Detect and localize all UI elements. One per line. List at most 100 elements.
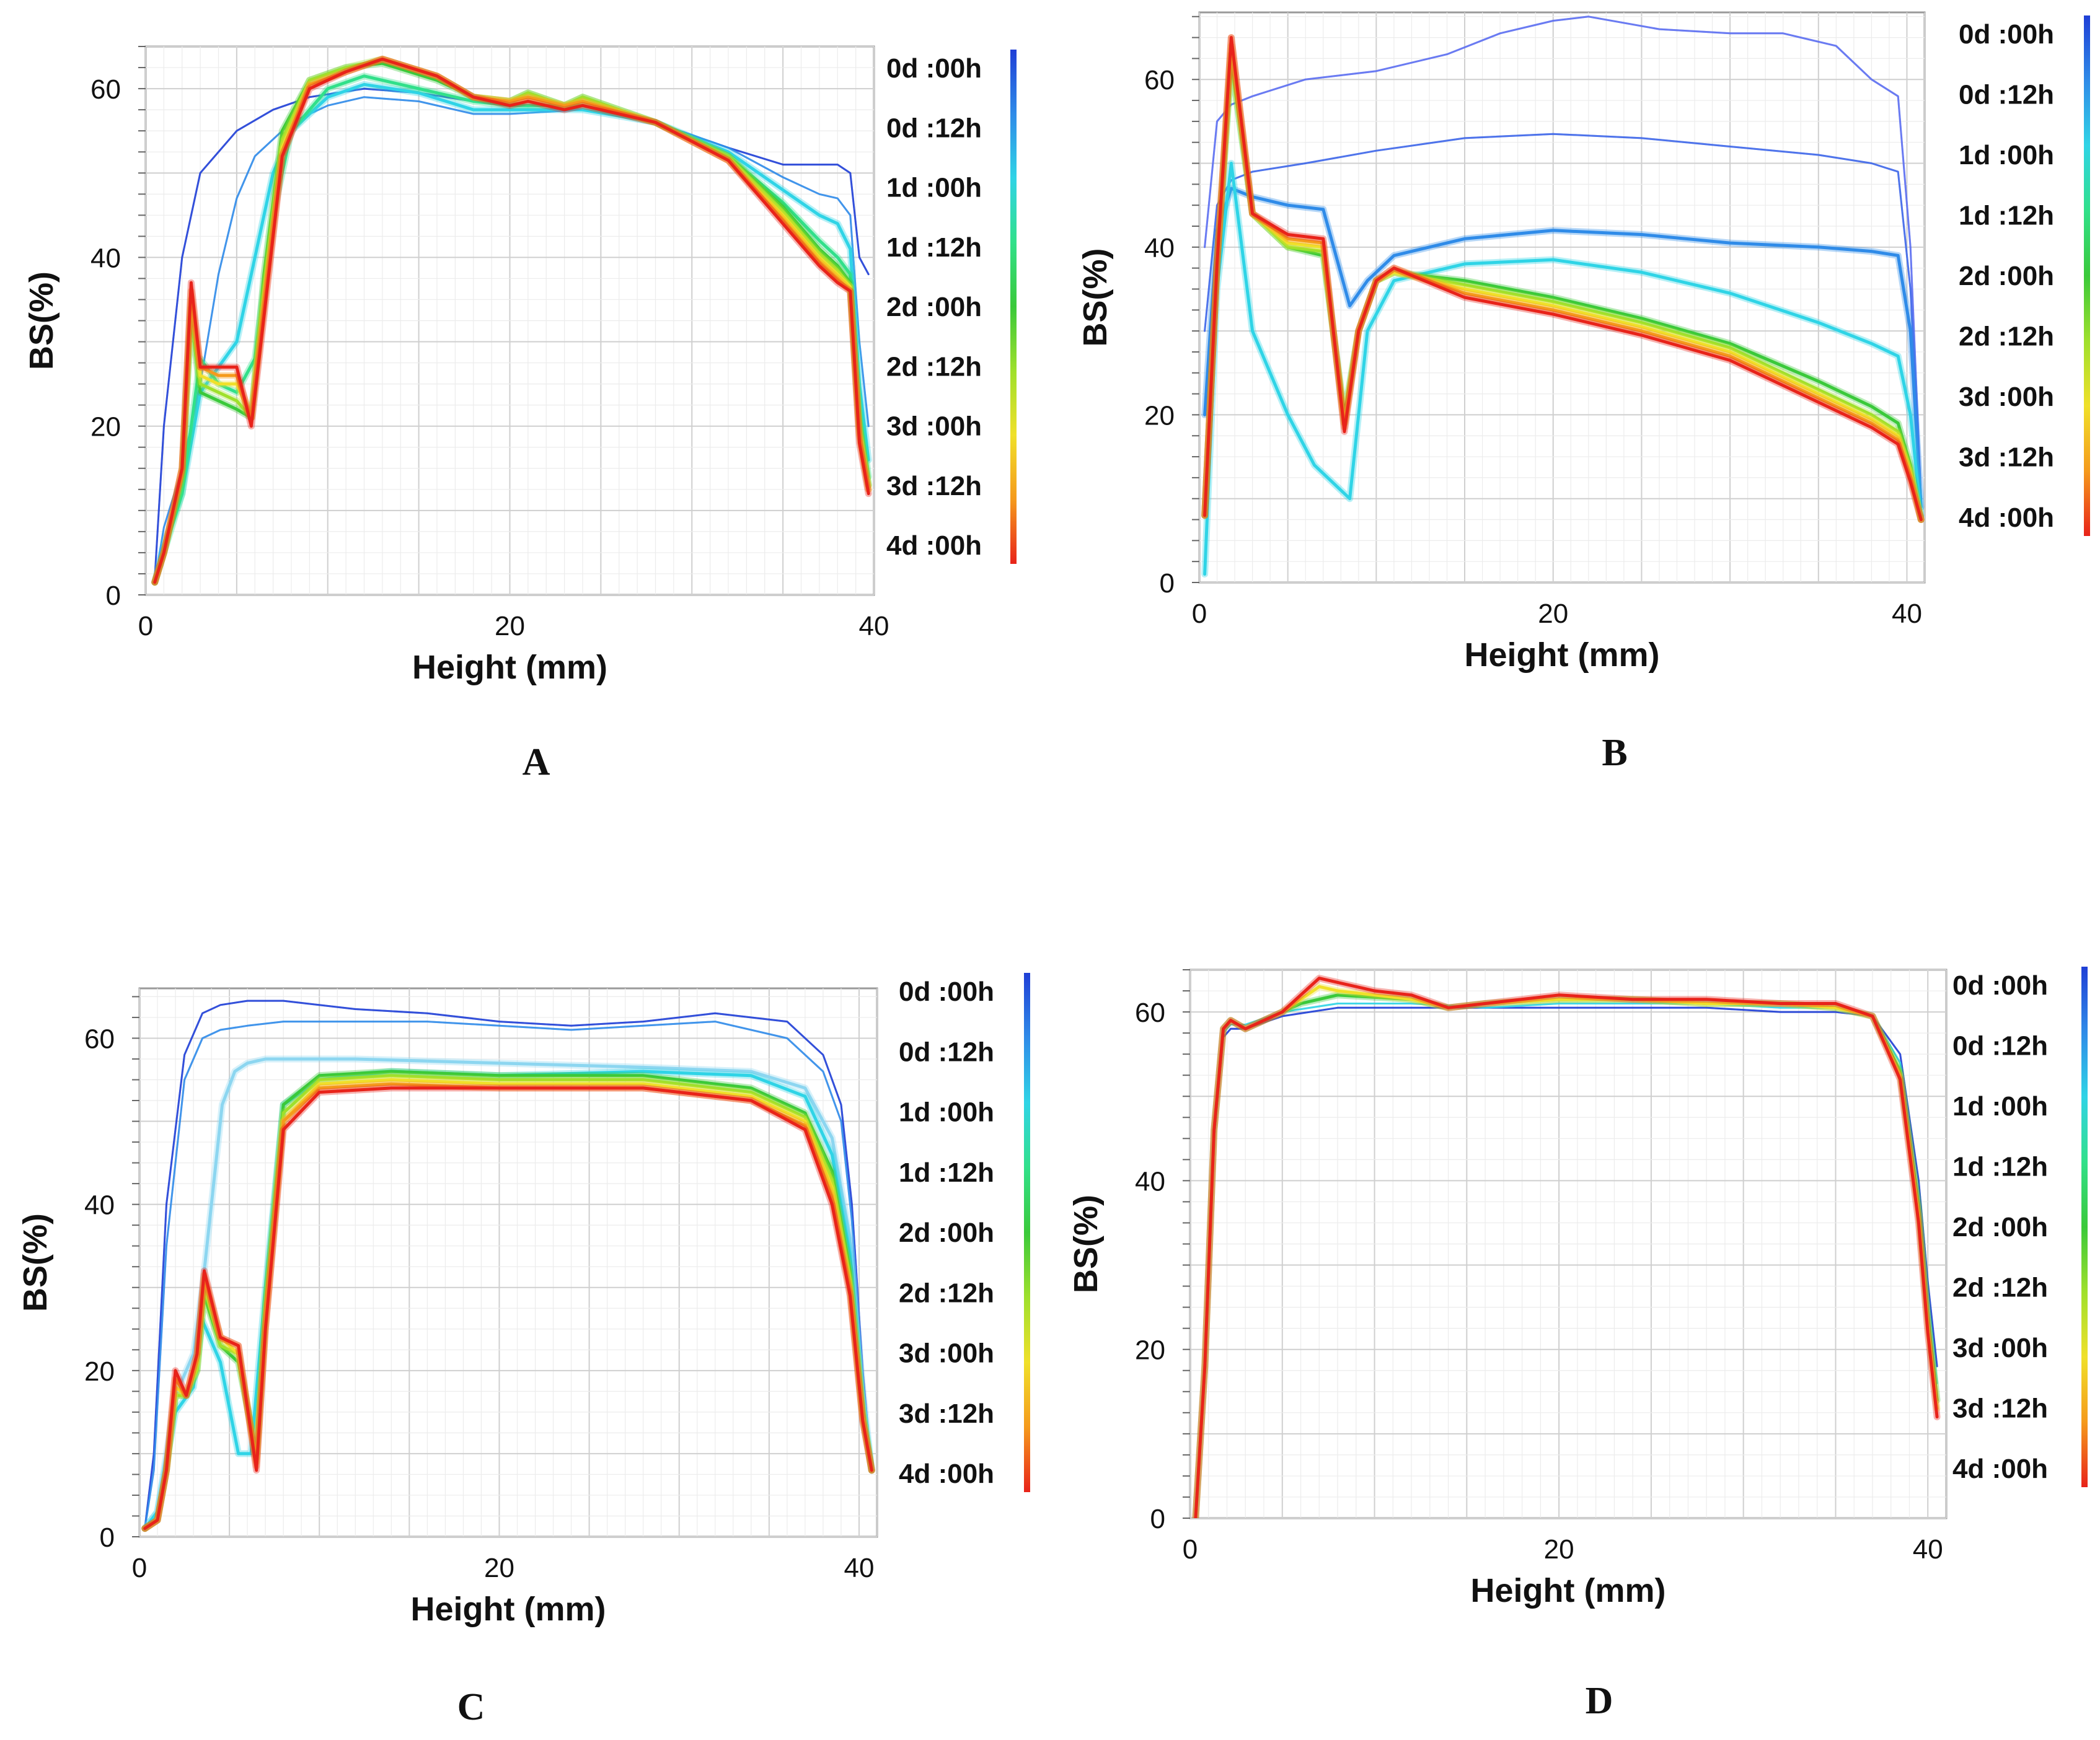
series-line-0d12h bbox=[154, 96, 870, 584]
series-line-0d00h bbox=[144, 1000, 873, 1530]
panel-c: 0 20 40 60 0 20 40 Height (mm) BS(%) 0d :00h 0d :1… bbox=[17, 973, 1030, 1728]
series-group bbox=[141, 1000, 875, 1532]
x-tick-label: 0 bbox=[1192, 599, 1207, 629]
series-line-4d00h bbox=[143, 1086, 873, 1531]
time-legend: 0d :00h 0d :12h 1d :00h 1d :12h 2d :00h 2d :1… bbox=[1959, 15, 2090, 536]
grid bbox=[145, 46, 875, 595]
panel-label: D bbox=[1586, 1680, 1613, 1722]
legend-entry: 2d :12h bbox=[899, 1278, 994, 1308]
legend-entry: 2d :12h bbox=[1959, 322, 2054, 352]
y-tick-label: 0 bbox=[106, 581, 121, 611]
panel-d: 0 20 40 60 0 20 40 Height (mm) BS(%) 0d :00h 0d :1… bbox=[1067, 967, 2088, 1722]
series-line-4d00h bbox=[1194, 977, 1939, 1518]
grid bbox=[1189, 969, 1947, 1519]
legend-entry: 0d :12h bbox=[899, 1037, 994, 1067]
legend-entry: 1d :00h bbox=[886, 173, 982, 203]
series-line-1d12h bbox=[153, 74, 870, 584]
series-line-1d00h bbox=[143, 1057, 873, 1531]
series-line-4d00h bbox=[1203, 36, 1923, 521]
legend-entry: 0d :00h bbox=[899, 977, 994, 1007]
legend-entry: 2d :00h bbox=[1959, 261, 2054, 291]
series-line-0d12h bbox=[144, 1021, 873, 1530]
panel-label: A bbox=[523, 741, 550, 783]
x-axis-label: Height (mm) bbox=[1465, 636, 1660, 674]
legend-entry: 2d :00h bbox=[886, 292, 982, 322]
series-line-1d12h bbox=[1203, 162, 1923, 576]
x-tick-label: 0 bbox=[138, 611, 153, 641]
legend-entry: 3d :12h bbox=[886, 471, 982, 501]
x-axis-label: Height (mm) bbox=[1471, 1572, 1666, 1609]
legend-entry: 0d :12h bbox=[1952, 1031, 2048, 1061]
legend-entry: 3d :12h bbox=[899, 1399, 994, 1429]
legend-entry: 0d :12h bbox=[1959, 80, 2054, 110]
time-legend: 0d :00h 0d :12h 1d :00h 1d :12h 2d :00h 2d :1… bbox=[1952, 967, 2088, 1487]
color-scale-bar bbox=[1024, 973, 1030, 1492]
y-tick-label: 20 bbox=[90, 412, 121, 442]
legend-entry: 0d :00h bbox=[1952, 970, 2048, 1001]
y-tick-label: 60 bbox=[84, 1024, 115, 1054]
plot-area bbox=[1198, 11, 1926, 584]
legend-entry: 4d :00h bbox=[899, 1459, 994, 1489]
series-line-0d00h bbox=[1204, 15, 1922, 500]
series-group bbox=[1192, 975, 1941, 1518]
x-axis-label: Height (mm) bbox=[412, 649, 607, 686]
legend-entry: 0d :12h bbox=[886, 113, 982, 143]
legend-entry: 1d :00h bbox=[1952, 1091, 2048, 1122]
panel-label: B bbox=[1602, 732, 1627, 774]
y-tick-label: 60 bbox=[90, 74, 121, 105]
legend-entry: 3d :12h bbox=[1959, 442, 2054, 473]
legend-entry: 4d :00h bbox=[1952, 1454, 2048, 1484]
y-tick-label: 40 bbox=[84, 1190, 115, 1221]
x-tick-label: 40 bbox=[859, 611, 889, 641]
legend-entry: 4d :00h bbox=[1959, 503, 2054, 533]
legend-entry: 2d :12h bbox=[1952, 1273, 2048, 1303]
legend-entry: 3d :00h bbox=[899, 1338, 994, 1369]
x-tick-label: 40 bbox=[1913, 1534, 1943, 1565]
legend-entry: 1d :12h bbox=[1952, 1152, 2048, 1182]
series-group bbox=[1201, 15, 1925, 578]
legend-entry: 1d :00h bbox=[899, 1097, 994, 1128]
x-tick-label: 0 bbox=[132, 1553, 147, 1583]
series-line-0d00h bbox=[1194, 1006, 1938, 1518]
y-tick-label: 0 bbox=[1150, 1504, 1165, 1534]
y-tick-label: 0 bbox=[1160, 568, 1175, 599]
y-axis-label: BS(%) bbox=[1077, 248, 1114, 347]
x-axis-label: Height (mm) bbox=[411, 1591, 606, 1628]
y-tick-label: 40 bbox=[1144, 233, 1175, 263]
y-tick-label: 60 bbox=[1144, 65, 1175, 95]
y-axis-label: BS(%) bbox=[23, 271, 60, 370]
y-tick-label: 20 bbox=[84, 1356, 115, 1387]
x-tick-label: 20 bbox=[495, 611, 525, 641]
series-line-0d12h bbox=[1204, 133, 1922, 500]
time-legend: 0d :00h 0d :12h 1d :00h 1d :12h 2d :00h 2d :1… bbox=[899, 973, 1030, 1492]
legend-entry: 1d :12h bbox=[886, 232, 982, 263]
color-scale-bar bbox=[2081, 967, 2088, 1487]
y-tick-label: 20 bbox=[1135, 1335, 1165, 1366]
y-tick-label: 20 bbox=[1144, 400, 1175, 431]
legend-entry: 0d :00h bbox=[886, 53, 982, 84]
legend-entry: 3d :12h bbox=[1952, 1394, 2048, 1424]
x-tick-label: 40 bbox=[1892, 599, 1922, 629]
legend-entry: 3d :00h bbox=[886, 411, 982, 442]
panel-label: C bbox=[457, 1686, 485, 1728]
x-tick-label: 40 bbox=[844, 1553, 874, 1583]
y-tick-label: 60 bbox=[1135, 998, 1165, 1028]
legend-entry: 2d :00h bbox=[899, 1218, 994, 1248]
legend-entry: 2d :12h bbox=[886, 351, 982, 382]
legend-entry: 3d :00h bbox=[1952, 1333, 2048, 1363]
legend-entry: 1d :12h bbox=[1959, 201, 2054, 231]
legend-entry: 1d :00h bbox=[1959, 140, 2054, 170]
series-group bbox=[151, 55, 872, 586]
legend-entry: 3d :00h bbox=[1959, 382, 2054, 412]
x-tick-label: 0 bbox=[1183, 1534, 1198, 1565]
y-tick-label: 40 bbox=[1135, 1166, 1165, 1197]
x-tick-label: 20 bbox=[1538, 599, 1568, 629]
y-tick-label: 40 bbox=[90, 243, 121, 273]
color-scale-bar bbox=[1010, 50, 1017, 564]
y-axis-label: BS(%) bbox=[17, 1213, 54, 1312]
series-line-2d00h bbox=[153, 61, 870, 584]
x-tick-label: 20 bbox=[484, 1553, 514, 1583]
color-scale-bar bbox=[2084, 15, 2090, 536]
legend-entry: 2d :00h bbox=[1952, 1212, 2048, 1242]
